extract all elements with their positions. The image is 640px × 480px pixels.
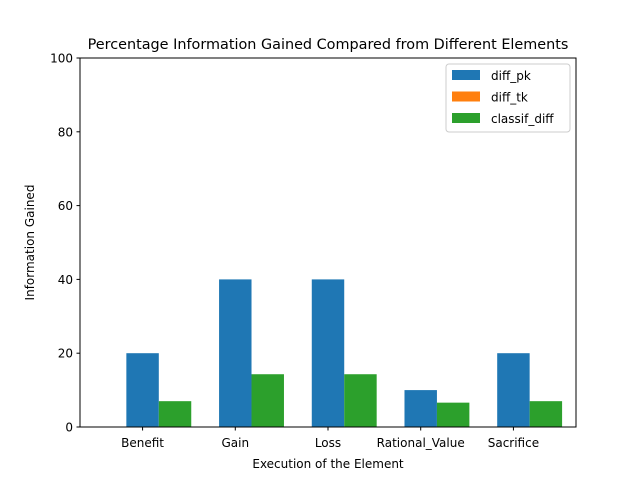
x-axis-label: Execution of the Element bbox=[252, 457, 404, 471]
y-axis-ticks: 0 20 40 60 80 100 bbox=[50, 52, 80, 435]
y-tick-label: 20 bbox=[58, 347, 73, 361]
bar-classif_diff-Gain bbox=[251, 374, 284, 427]
legend: diff_pk diff_tk classif_diff bbox=[445, 63, 571, 133]
bar-classif_diff-Loss bbox=[344, 374, 377, 427]
plot-frame bbox=[79, 57, 577, 428]
legend-label-classif_diff: classif_diff bbox=[491, 112, 554, 126]
legend-label-diff_tk: diff_tk bbox=[491, 91, 528, 105]
y-tick-label: 40 bbox=[58, 273, 73, 287]
x-tick-label: Loss bbox=[315, 436, 341, 450]
x-axis-ticks: Benefit Gain Loss Rational_Value Sacrifice bbox=[121, 427, 539, 450]
bar-classif_diff-Rational_Value bbox=[436, 402, 470, 427]
legend-label-diff_pk: diff_pk bbox=[491, 69, 531, 83]
bars-group bbox=[126, 279, 563, 427]
legend-swatch-diff_pk bbox=[452, 70, 480, 80]
bar-diff_pk-Rational_Value bbox=[404, 390, 437, 427]
x-tick-label: Gain bbox=[221, 436, 249, 450]
legend-swatch-diff_tk bbox=[452, 91, 480, 102]
legend-swatch-classif_diff bbox=[452, 113, 480, 123]
y-axis-label: Information Gained bbox=[23, 185, 37, 301]
y-tick-label: 60 bbox=[58, 199, 73, 213]
chart-title: Percentage Information Gained Compared f… bbox=[88, 37, 569, 53]
bar-diff_pk-Benefit bbox=[126, 353, 159, 427]
bar-diff_pk-Loss bbox=[311, 279, 345, 427]
bar-classif_diff-Sacrifice bbox=[529, 401, 563, 427]
x-tick-label: Sacrifice bbox=[488, 436, 539, 450]
x-tick-label: Rational_Value bbox=[377, 436, 465, 450]
y-tick-label: 80 bbox=[58, 125, 73, 139]
bar-classif_diff-Benefit bbox=[158, 401, 192, 427]
y-tick-label: 100 bbox=[50, 52, 73, 66]
x-tick-label: Benefit bbox=[121, 436, 164, 450]
bar-diff_pk-Gain bbox=[219, 279, 252, 427]
bar-diff_pk-Sacrifice bbox=[497, 353, 530, 427]
y-tick-label: 0 bbox=[65, 421, 73, 435]
